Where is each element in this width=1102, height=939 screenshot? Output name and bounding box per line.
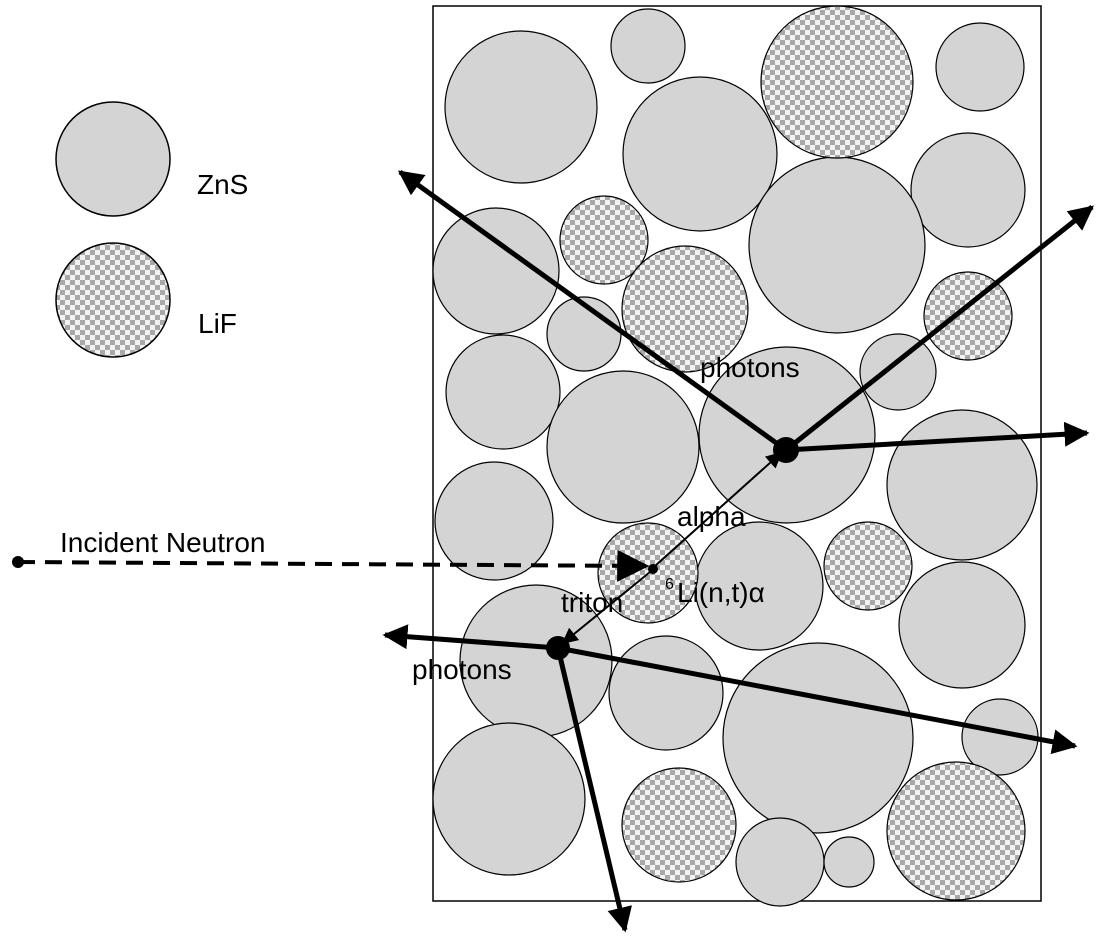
legend-zns-label: ZnS (197, 169, 248, 200)
zns-grain (546, 296, 622, 372)
lif-grain (760, 5, 914, 159)
alpha-scintillation-point (773, 437, 799, 463)
zns-grain (935, 22, 1025, 112)
zns-grain (445, 334, 561, 450)
grains (432, 5, 1039, 907)
zns-grain (622, 76, 778, 232)
photons-upper-label: photons (700, 352, 800, 383)
zns-grain (432, 722, 586, 876)
lif-grain (621, 767, 737, 883)
photon-ray (382, 624, 559, 651)
photon-ray (784, 205, 1094, 452)
alpha-label: alpha (677, 501, 746, 532)
zns-grain (610, 8, 686, 84)
zns-grain (434, 461, 554, 581)
zns-grain (546, 370, 700, 524)
zns-grain (444, 30, 598, 184)
reaction-label: Li(n,t)α (677, 577, 765, 608)
legend-lif-circle (55, 242, 171, 358)
zns-grain (823, 836, 875, 888)
incident-neutron: Incident Neutron (12, 527, 650, 582)
reaction (561, 451, 783, 645)
zns-grain (698, 346, 876, 524)
photon-ray (555, 647, 632, 933)
neutron-path (17, 549, 650, 582)
lif-grain (886, 761, 1026, 901)
photon-ray (785, 421, 1090, 453)
zns-grain (432, 207, 560, 335)
reaction-superscript: 6 (665, 576, 674, 593)
triton-scintillation (382, 624, 1078, 933)
zns-grain (722, 642, 914, 834)
lif-grain (559, 195, 649, 285)
photon-ray (557, 645, 1078, 755)
alpha-track (654, 451, 783, 567)
zns-grain (735, 817, 825, 907)
photon-ray (397, 169, 788, 453)
photons-lower-label: photons (412, 654, 512, 685)
zns-grain (910, 132, 1026, 248)
zns-grain (748, 156, 926, 334)
alpha-scintillation (397, 169, 1094, 463)
triton-scintillation-point (546, 636, 570, 660)
zns-grain (608, 635, 724, 751)
zns-grain (886, 409, 1038, 561)
zns-grain (898, 561, 1026, 689)
zns-grain (859, 333, 937, 411)
lif-grain (621, 245, 749, 373)
incident-neutron-label: Incident Neutron (60, 527, 265, 558)
lif-grain (823, 521, 913, 611)
legend-zns-circle (55, 101, 171, 217)
legend-lif-label: LiF (198, 308, 237, 339)
legend: ZnS LiF (55, 101, 248, 358)
triton-label: triton (561, 587, 623, 618)
triton-track (561, 571, 651, 645)
lif-grain (923, 271, 1013, 361)
